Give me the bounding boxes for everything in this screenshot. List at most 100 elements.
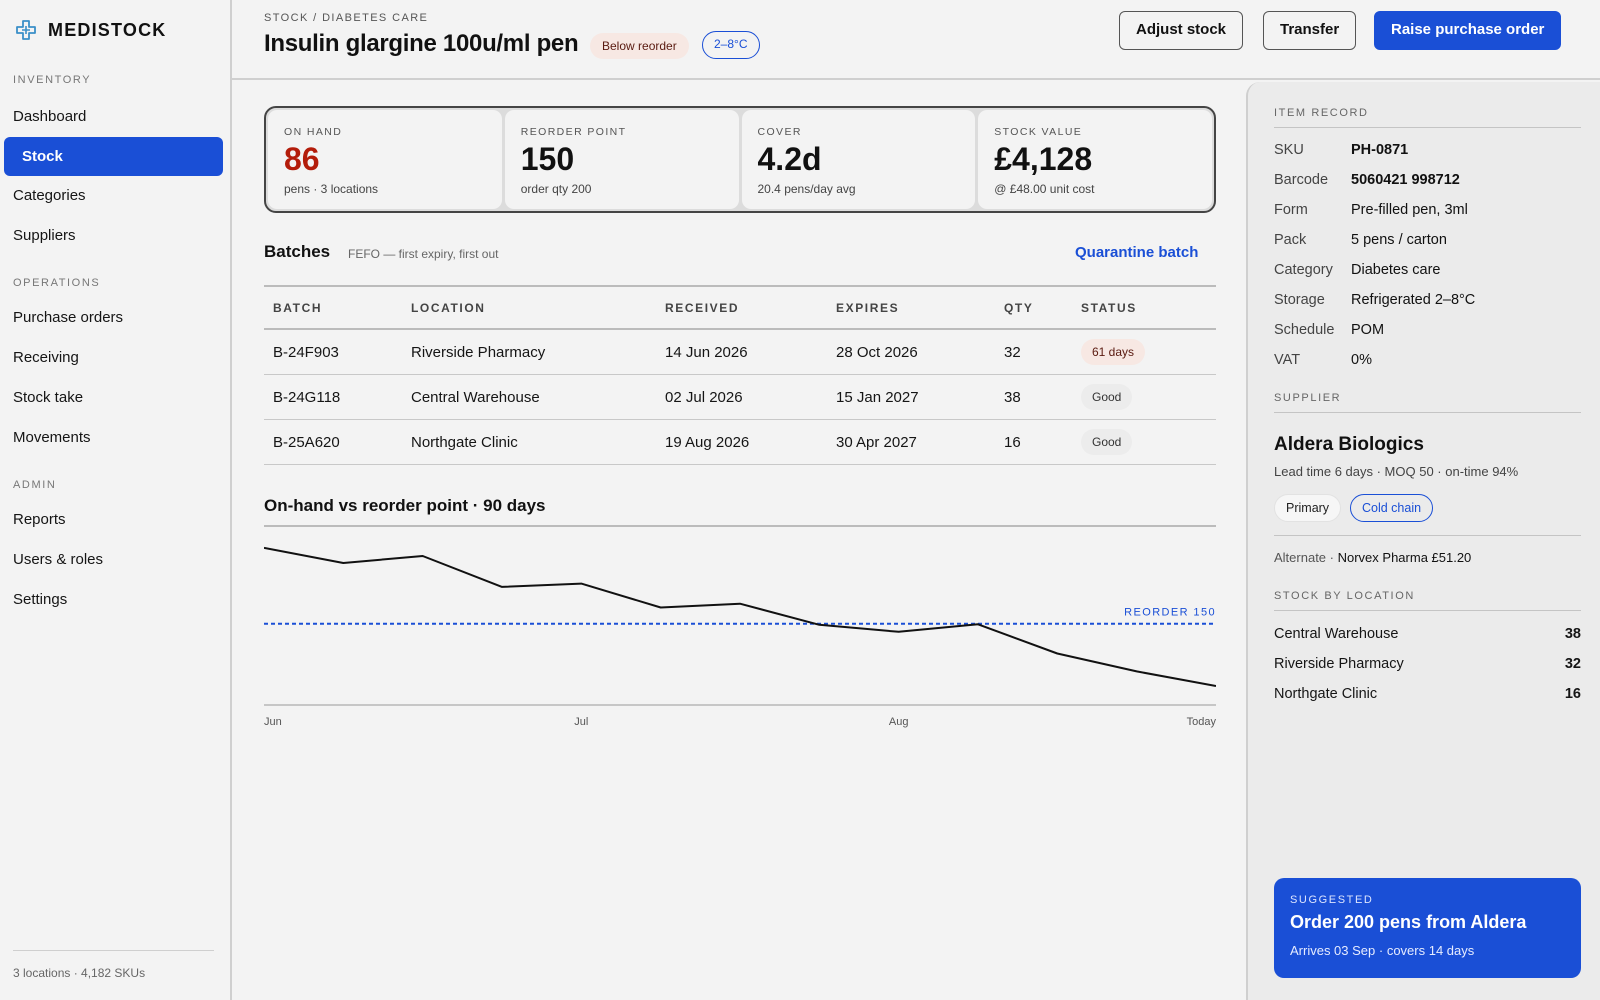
x-tick-label: Aug	[889, 716, 909, 728]
kpi-label: REORDER POINT	[520, 126, 627, 138]
suggested-order-card[interactable]: SUGGESTED Order 200 pens from Aldera Arr…	[1274, 878, 1581, 978]
supplier-name[interactable]: Aldera Biologics	[1274, 434, 1424, 455]
kpi-strip: ON HAND 86 pens · 3 locations REORDER PO…	[264, 106, 1216, 213]
kpi-sub: 20.4 pens/day avg	[757, 182, 856, 196]
quarantine-batch-link[interactable]: Quarantine batch	[1075, 244, 1199, 261]
column-header-expires[interactable]: EXPIRES	[836, 300, 900, 315]
alternate-supplier[interactable]: Alternate · Norvex Pharma £51.20	[1274, 550, 1471, 565]
field-value: Pre-filled pen, 3ml	[1351, 202, 1468, 218]
sidebar-item-stock-take[interactable]: Stock take	[13, 389, 84, 406]
status-badge-good: Good	[1081, 384, 1133, 410]
medical-cross-icon	[16, 20, 36, 40]
on-hand-series-line	[264, 546, 1216, 687]
kpi-sub: @ £48.00 unit cost	[994, 182, 1095, 196]
sidebar-item-suppliers[interactable]: Suppliers	[13, 227, 76, 244]
location-name: Northgate Clinic	[1274, 686, 1378, 702]
primary-tag: Primary	[1274, 494, 1342, 522]
sidebar-item-movements[interactable]: Movements	[13, 429, 91, 446]
table-header: BATCH LOCATION RECEIVED EXPIRES QTY STAT…	[264, 287, 1216, 330]
kpi-cover: COVER 4.2d 20.4 pens/day avg	[741, 110, 976, 209]
column-header-batch[interactable]: BATCH	[273, 300, 323, 315]
x-tick-label: Today	[1187, 716, 1216, 728]
field-barcode: Barcode 5060421 998712	[1274, 172, 1460, 188]
section-divider	[1274, 535, 1581, 536]
field-pack: Pack 5 pens / carton	[1274, 232, 1447, 248]
cell-expires: 30 Apr 2027	[836, 433, 917, 451]
suggested-title: Order 200 pens from Aldera	[1290, 912, 1527, 932]
kpi-stock-value: STOCK VALUE £4,128 @ £48.00 unit cost	[978, 110, 1212, 209]
sidebar-item-users-roles[interactable]: Users & roles	[13, 551, 104, 568]
breadcrumb[interactable]: STOCK / DIABETES CARE	[264, 12, 429, 24]
x-tick-label: Jun	[264, 716, 282, 728]
sidebar-item-dashboard[interactable]: Dashboard	[13, 108, 87, 125]
sidebar-item-settings[interactable]: Settings	[13, 591, 68, 608]
kpi-value: £4,128	[994, 141, 1093, 177]
field-value: Refrigerated 2–8°C	[1351, 292, 1476, 308]
field-vat: VAT 0%	[1274, 352, 1372, 368]
sidebar-item-reports[interactable]: Reports	[13, 511, 66, 528]
field-value: Diabetes care	[1351, 262, 1441, 278]
kpi-value: 150	[520, 141, 575, 177]
adjust-stock-button[interactable]: Adjust stock	[1119, 11, 1244, 50]
field-value: 5 pens / carton	[1351, 232, 1447, 248]
cell-expires: 28 Oct 2026	[836, 343, 918, 361]
table-row[interactable]: B-25A620 Northgate Clinic 19 Aug 2026 30…	[264, 420, 1216, 465]
x-tick-label: Jul	[574, 716, 588, 728]
nav-section-admin: ADMIN	[13, 479, 57, 491]
raise-purchase-order-button[interactable]: Raise purchase order	[1374, 11, 1562, 50]
transfer-button[interactable]: Transfer	[1263, 11, 1357, 50]
column-header-received[interactable]: RECEIVED	[665, 300, 740, 315]
cell-location: Riverside Pharmacy	[411, 343, 546, 361]
field-key: SKU	[1274, 142, 1304, 158]
cell-batch: B-24F903	[273, 343, 339, 361]
nav-section-operations: OPERATIONS	[13, 277, 101, 289]
main-content: ON HAND 86 pens · 3 locations REORDER PO…	[232, 82, 1247, 1000]
field-form: Form Pre-filled pen, 3ml	[1274, 202, 1468, 218]
sidebar-item-purchase-orders[interactable]: Purchase orders	[13, 309, 124, 326]
section-divider	[1274, 412, 1581, 413]
kpi-sub: order qty 200	[520, 182, 592, 196]
sidebar: MEDISTOCK INVENTORY Dashboard Stock Cate…	[0, 0, 232, 1000]
cell-expires: 15 Jan 2027	[836, 388, 919, 406]
status-badge: Below reorder	[590, 33, 689, 59]
field-value: 0%	[1351, 352, 1372, 368]
kpi-label: STOCK VALUE	[994, 126, 1083, 138]
table-row[interactable]: B-24G118 Central Warehouse 02 Jul 2026 1…	[264, 375, 1216, 420]
field-key: VAT	[1274, 352, 1301, 368]
kpi-reorder-point: REORDER POINT 150 order qty 200	[504, 110, 739, 209]
cell-location: Northgate Clinic	[411, 433, 518, 451]
location-row[interactable]: Central Warehouse 38	[1274, 626, 1581, 642]
sidebar-item-categories[interactable]: Categories	[13, 187, 86, 204]
field-value: PH-0871	[1351, 142, 1409, 158]
alternate-value: Norvex Pharma £51.20	[1337, 550, 1472, 565]
section-divider	[1274, 127, 1581, 128]
supplier-meta: Lead time 6 days · MOQ 50 · on-time 94%	[1274, 464, 1519, 479]
field-sku: SKU PH-0871	[1274, 142, 1408, 158]
table-row[interactable]: B-24F903 Riverside Pharmacy 14 Jun 2026 …	[264, 330, 1216, 375]
location-row[interactable]: Northgate Clinic 16	[1274, 686, 1581, 702]
field-key: Barcode	[1274, 172, 1329, 188]
column-header-qty[interactable]: QTY	[1004, 300, 1034, 315]
sidebar-item-receiving[interactable]: Receiving	[13, 349, 79, 366]
cell-qty: 38	[1004, 388, 1021, 406]
column-header-status[interactable]: STATUS	[1081, 300, 1137, 315]
field-key: Schedule	[1274, 322, 1335, 338]
temperature-badge: 2–8°C	[702, 31, 760, 59]
kpi-sub: pens · 3 locations	[284, 182, 379, 196]
section-divider	[1274, 610, 1581, 611]
page-header: STOCK / DIABETES CARE Insulin glargine 1…	[232, 0, 1600, 80]
sidebar-footer: 3 locations · 4,182 SKUs	[13, 966, 146, 980]
field-value: 5060421 998712	[1351, 172, 1460, 188]
location-qty: 32	[1564, 656, 1581, 672]
cold-chain-tag: Cold chain	[1350, 494, 1434, 522]
suggested-label: SUGGESTED	[1290, 894, 1374, 906]
field-key: Pack	[1274, 232, 1307, 248]
location-name: Riverside Pharmacy	[1274, 656, 1404, 672]
sidebar-item-stock[interactable]: Stock	[4, 137, 223, 176]
app-logo[interactable]: MEDISTOCK	[14, 18, 166, 42]
page-title: Insulin glargine 100u/ml pen	[264, 30, 579, 57]
field-schedule: Schedule POM	[1274, 322, 1384, 338]
location-row[interactable]: Riverside Pharmacy 32	[1274, 656, 1581, 672]
kpi-value: 86	[284, 141, 320, 177]
column-header-location[interactable]: LOCATION	[411, 300, 486, 315]
